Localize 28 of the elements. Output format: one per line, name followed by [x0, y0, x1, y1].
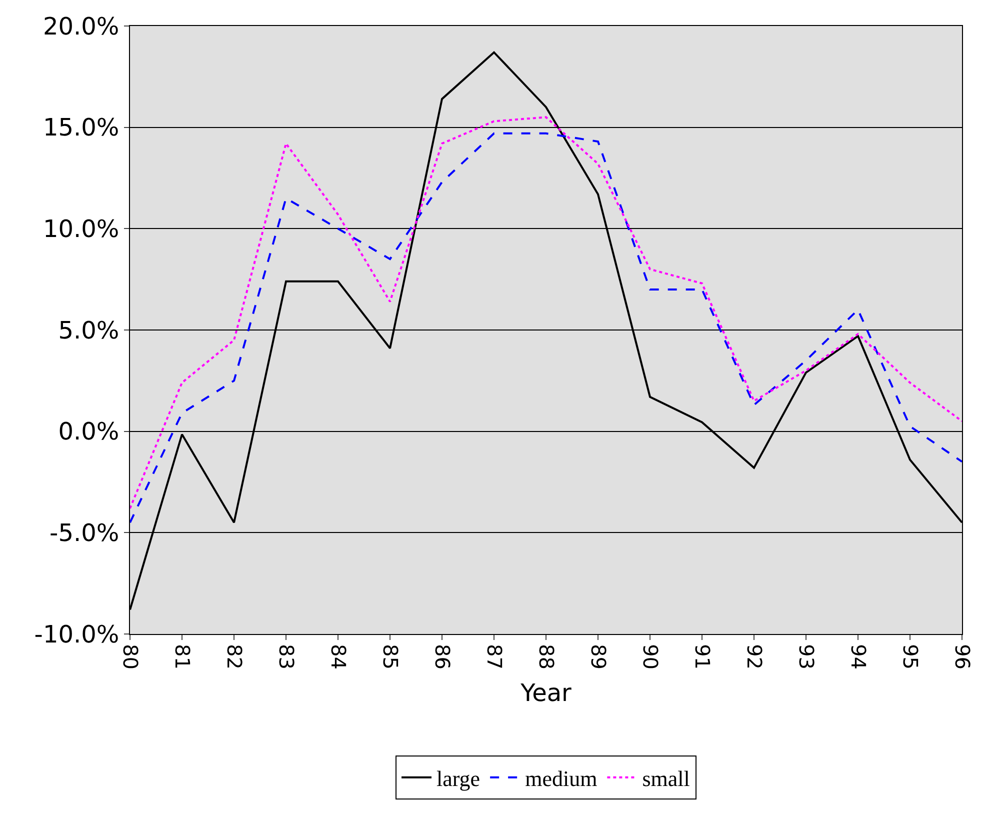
x-tick-label: 85: [378, 644, 402, 670]
x-tick-label: 94: [846, 644, 870, 670]
x-tick-label: 86: [430, 644, 454, 670]
y-tick-label: 15.0%: [42, 114, 120, 142]
x-tick-label: 82: [222, 644, 246, 670]
x-axis-title: Year: [520, 678, 572, 707]
x-tick-label: 96: [950, 644, 974, 670]
y-tick-label: 5.0%: [58, 316, 120, 344]
x-tick-label: 87: [482, 644, 506, 670]
x-tick-label: 93: [794, 644, 818, 670]
x-tick-label: 84: [326, 644, 350, 670]
x-tick-label: 80: [118, 644, 142, 670]
legend-label: medium: [525, 766, 598, 791]
x-tick-label: 81: [170, 644, 194, 670]
y-tick-label: 10.0%: [42, 215, 120, 244]
y-tick-label: -5.0%: [50, 519, 120, 548]
y-tick-label: -10.0%: [34, 620, 120, 648]
x-tick-label: 90: [638, 644, 662, 670]
x-tick-label: 95: [898, 644, 922, 670]
x-tick-label: 83: [274, 644, 298, 670]
x-tick-label: 88: [534, 644, 558, 670]
y-tick-label: 0.0%: [58, 418, 120, 446]
y-tick-label: 20.0%: [42, 12, 120, 40]
x-tick-label: 89: [586, 644, 610, 670]
x-tick-label: 91: [690, 644, 714, 670]
legend-label: small: [642, 766, 690, 791]
legend-label: large: [436, 766, 480, 791]
x-tick-label: 92: [742, 644, 766, 670]
